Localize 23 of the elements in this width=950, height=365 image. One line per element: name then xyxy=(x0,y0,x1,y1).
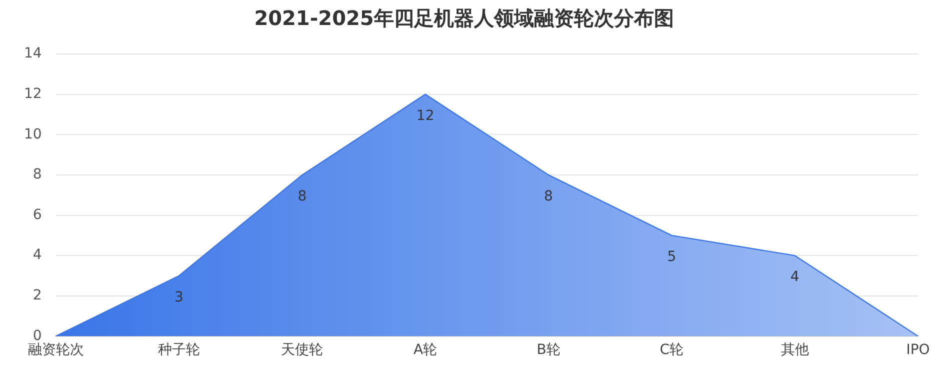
x-tick-label: 种子轮 xyxy=(158,342,200,358)
x-tick-label: 其他 xyxy=(780,342,809,358)
data-label: 5 xyxy=(667,249,676,266)
y-tick-label: 12 xyxy=(24,86,42,102)
y-tick-label: 14 xyxy=(24,46,42,62)
x-tick-label: 天使轮 xyxy=(281,342,324,358)
data-label: 8 xyxy=(298,188,307,205)
data-label: 3 xyxy=(174,289,184,306)
data-label: 8 xyxy=(544,188,553,205)
chart-title: 2021-2025年四足机器人领域融资轮次分布图 xyxy=(254,6,674,30)
x-tick-label: A轮 xyxy=(414,342,438,358)
y-tick-label: 10 xyxy=(24,126,42,142)
y-tick-label: 2 xyxy=(32,288,42,304)
y-tick-label: 0 xyxy=(32,328,42,344)
y-tick-label: 4 xyxy=(32,247,42,264)
x-tick-label: B轮 xyxy=(536,342,560,358)
x-tick-label: C轮 xyxy=(660,342,684,358)
data-label: 4 xyxy=(790,269,800,286)
y-tick-label: 8 xyxy=(32,166,42,183)
x-tick-label: 融资轮次 xyxy=(28,342,84,358)
y-tick-label: 6 xyxy=(32,206,42,223)
x-tick-label: IPO xyxy=(906,342,930,358)
data-label: 12 xyxy=(416,108,434,124)
